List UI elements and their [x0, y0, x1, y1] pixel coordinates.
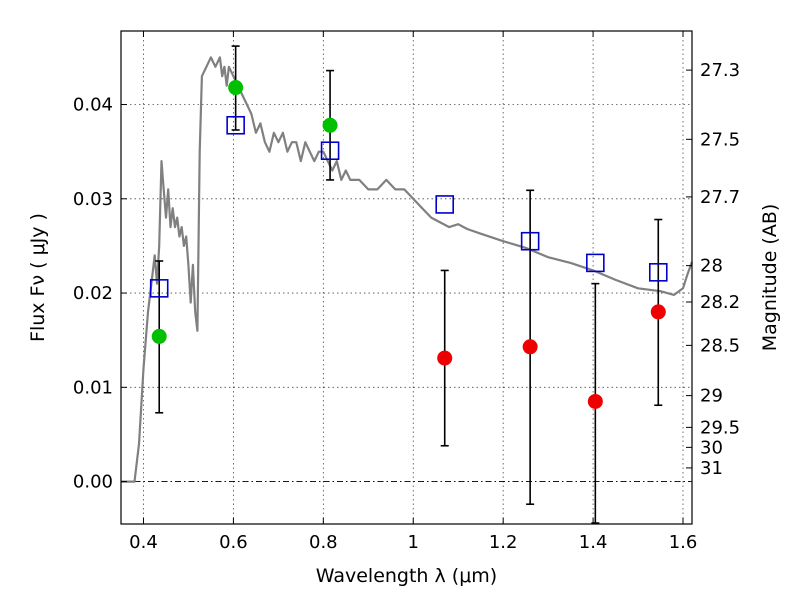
mag-tick-label: 27.3 — [700, 60, 740, 81]
y-tick-label: 0.04 — [73, 95, 113, 116]
mag-tick-label: 27.7 — [700, 187, 740, 208]
model-photometry-square — [586, 253, 605, 273]
non-detection-point — [437, 350, 453, 366]
plot-area — [121, 45, 694, 524]
observed-flux-point — [322, 117, 338, 133]
mag-tick-label: 28.5 — [700, 335, 740, 356]
x-tick-label: 0.4 — [129, 532, 158, 553]
plot-frame — [120, 30, 693, 525]
non-detection-point — [522, 339, 538, 355]
x-axis-label: Wavelength λ (μm) — [316, 565, 497, 587]
x-tick-label: 1.4 — [579, 532, 608, 553]
observed-flux-point — [151, 328, 167, 344]
model-spectrum-line — [121, 56, 694, 483]
mag-tick-label: 27.5 — [700, 129, 740, 150]
model-photometry-square — [648, 263, 668, 282]
x-tick-label: 0.8 — [309, 532, 338, 553]
y-tick-label: 0.03 — [73, 189, 113, 210]
x-tick-label: 0.6 — [219, 532, 248, 553]
y-axis-label: Flux Fν ( μJy ) — [27, 213, 49, 342]
mag-tick-label: 29.5 — [700, 417, 740, 438]
mag-tick-label: 31 — [700, 458, 723, 479]
x-tick-label: 1 — [408, 532, 419, 553]
axes: 0.4 0.6 0.8 1 1.2 1.4 1.6 0.00 0.01 0.02 0.03 0.04 2… — [73, 31, 740, 553]
mag-tick-label: 28.2 — [700, 292, 740, 313]
x-tick-label: 1.6 — [669, 532, 698, 553]
grid-lines — [121, 31, 692, 524]
y-tick-label: 0.02 — [73, 283, 113, 304]
model-photometry-square — [435, 195, 455, 214]
y-tick-label: 0.00 — [73, 472, 113, 493]
non-detection-point — [587, 393, 603, 409]
mag-tick-label: 29 — [700, 386, 723, 407]
non-detection-point — [650, 304, 666, 320]
y2-axis-label: Magnitude (AB) — [759, 204, 781, 352]
mag-tick-label: 30 — [700, 437, 723, 458]
model-photometry-square — [520, 231, 540, 251]
mag-tick-label: 28 — [700, 256, 723, 277]
x-tick-label: 1.2 — [489, 532, 518, 553]
y-tick-label: 0.01 — [73, 377, 113, 398]
model-photometry-square — [320, 141, 340, 161]
model-photometry-square — [226, 115, 245, 135]
model-photometry-square — [149, 279, 169, 298]
observed-flux-point — [228, 80, 244, 96]
